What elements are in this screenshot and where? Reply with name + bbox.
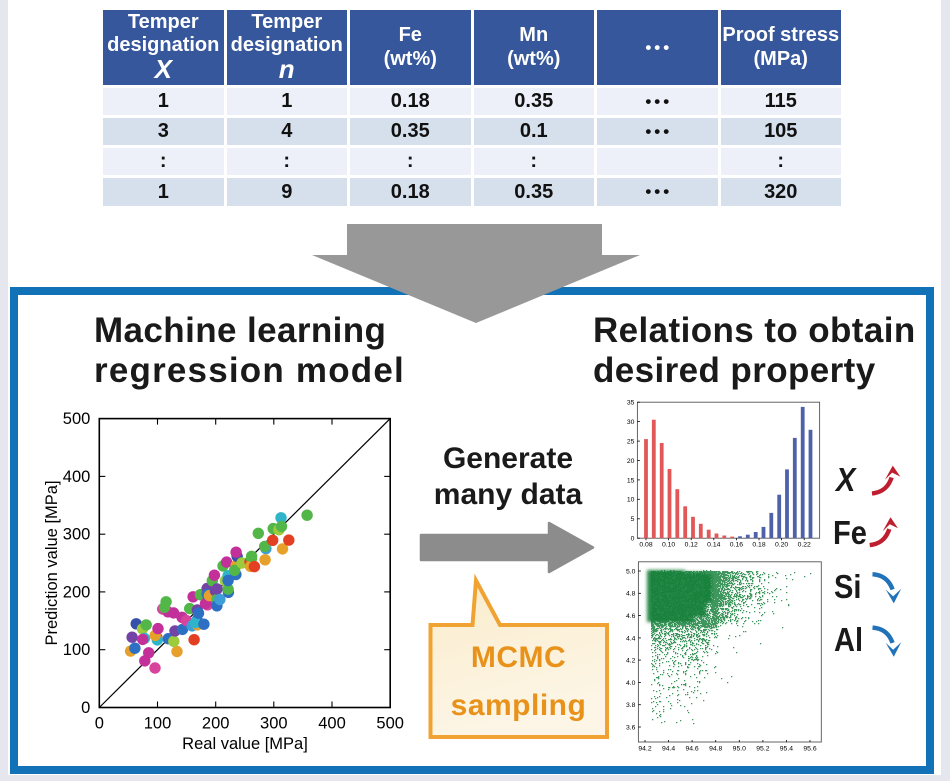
svg-text:4.2: 4.2	[626, 658, 636, 665]
svg-text:0.08: 0.08	[639, 542, 652, 549]
svg-text:200: 200	[202, 715, 230, 733]
svg-text:200: 200	[63, 583, 91, 601]
svg-text:35: 35	[627, 400, 635, 407]
svg-text:0.10: 0.10	[662, 542, 675, 549]
svg-text:0.14: 0.14	[707, 542, 720, 549]
svg-text:400: 400	[63, 468, 91, 486]
svg-text:3.8: 3.8	[626, 702, 636, 709]
svg-text:95.6: 95.6	[803, 746, 816, 753]
svg-text:0.12: 0.12	[685, 542, 698, 549]
svg-text:0.22: 0.22	[798, 542, 811, 549]
svg-text:Real value [MPa]: Real value [MPa]	[182, 735, 308, 753]
svg-text:15: 15	[627, 477, 635, 484]
svg-text:500: 500	[63, 410, 91, 428]
svg-text:95.4: 95.4	[780, 746, 793, 753]
svg-text:4.0: 4.0	[626, 680, 636, 687]
svg-text:0: 0	[95, 715, 104, 733]
svg-text:400: 400	[318, 715, 346, 733]
svg-text:0.18: 0.18	[752, 542, 765, 549]
svg-text:4.6: 4.6	[626, 613, 636, 620]
svg-text:95.0: 95.0	[733, 746, 746, 753]
svg-text:300: 300	[63, 526, 91, 544]
svg-text:500: 500	[376, 715, 404, 733]
svg-text:0.20: 0.20	[775, 542, 788, 549]
svg-text:100: 100	[63, 641, 91, 659]
svg-text:4.8: 4.8	[626, 591, 636, 598]
svg-text:94.2: 94.2	[638, 746, 651, 753]
svg-text:300: 300	[260, 715, 288, 733]
svg-text:4.4: 4.4	[626, 635, 636, 642]
svg-text:25: 25	[627, 439, 635, 446]
svg-text:Prediction value [MPa]: Prediction value [MPa]	[43, 480, 61, 645]
svg-text:0.16: 0.16	[730, 542, 743, 549]
svg-text:30: 30	[627, 419, 635, 426]
svg-text:94.8: 94.8	[709, 746, 722, 753]
svg-text:94.4: 94.4	[662, 746, 675, 753]
svg-text:20: 20	[627, 458, 635, 465]
svg-text:95.2: 95.2	[756, 746, 769, 753]
svg-text:0: 0	[631, 536, 635, 543]
svg-text:100: 100	[144, 715, 172, 733]
svg-text:10: 10	[627, 497, 635, 504]
svg-text:0: 0	[81, 699, 90, 717]
svg-text:3.6: 3.6	[626, 724, 636, 731]
svg-text:5.0: 5.0	[626, 568, 636, 575]
svg-text:5: 5	[631, 516, 635, 523]
svg-text:94.6: 94.6	[685, 746, 698, 753]
